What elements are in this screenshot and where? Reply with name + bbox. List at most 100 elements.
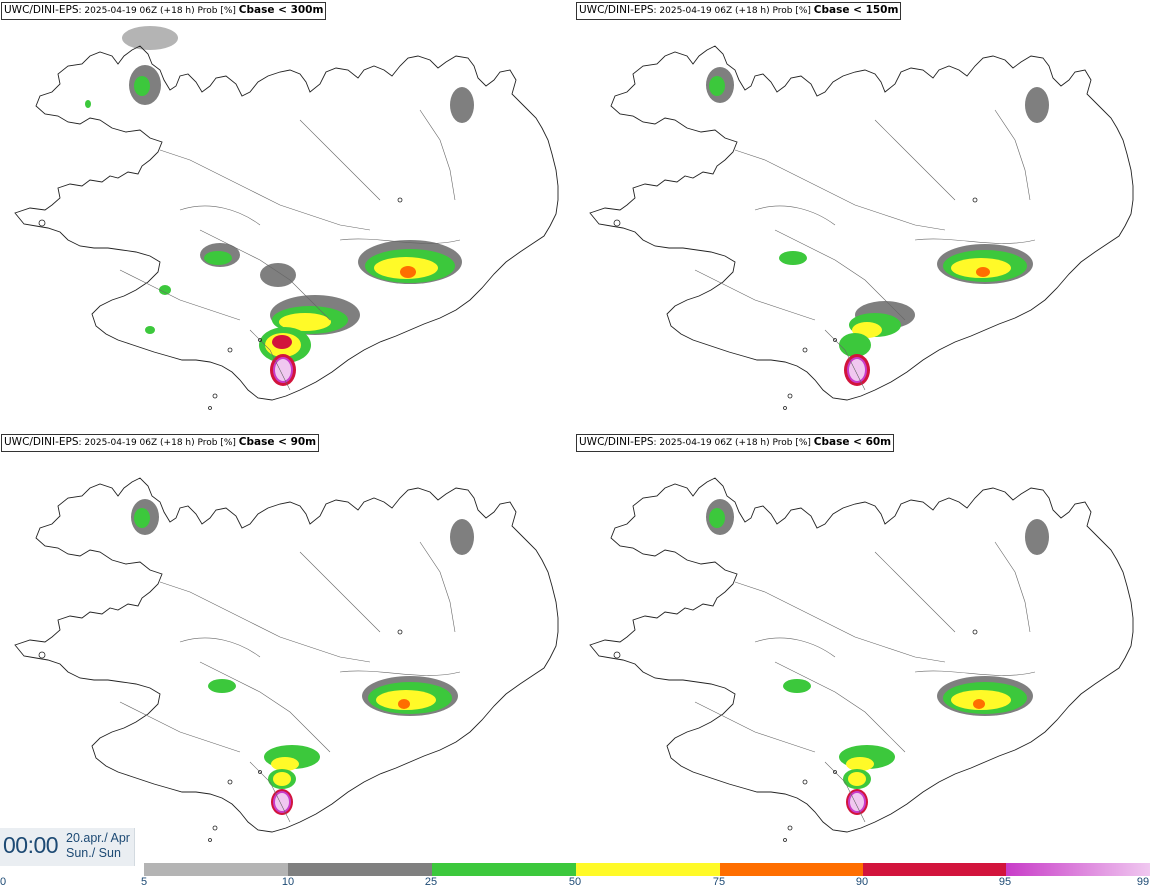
probability-areas [706,499,1049,815]
probability-area [848,772,866,786]
contour-line [774,661,906,753]
probability-area [272,335,292,349]
map-panel-cbase-90m: UWC/DINI-EPS: 2025-04-19 06Z (+18 h) Pro… [0,432,575,864]
legend-colorbar [144,863,1150,876]
valid-date-line1: 20.apr./ Apr [66,831,130,845]
probability-area [1025,87,1049,123]
valid-time: 00:00 [3,832,59,858]
model-name: UWC/DINI-EPS [579,436,654,448]
legend-tick-95: 95 [998,876,1012,888]
probability-area [709,76,725,96]
contour-line [824,761,866,823]
contour-line [734,149,946,231]
contour-line [994,109,1031,201]
contour-line [199,661,331,753]
contour-line [914,670,1036,676]
probability-area [122,26,178,50]
legend-segment-5-10 [144,863,288,876]
small-island [208,406,212,410]
run-info: : 2025-04-19 06Z (+18 h) Prob [%] [78,6,236,16]
contour-line [824,329,866,391]
contour-lines [119,109,461,391]
legend-segment-50-75 [576,863,720,876]
small-island [212,825,218,831]
small-island [258,770,262,774]
probability-area [400,266,416,278]
probability-area [208,679,236,693]
probability-area [976,267,990,277]
panel-title: UWC/DINI-EPS: 2025-04-19 06Z (+18 h) Pro… [576,434,895,452]
small-island [613,651,621,659]
probability-area [973,699,985,709]
contour-line [754,637,836,658]
contour-line [694,701,816,753]
run-info: : 2025-04-19 06Z (+18 h) Prob [%] [653,6,811,16]
iceland-map [589,477,1134,842]
probability-area [271,757,299,771]
contour-line [249,329,291,391]
contour-line [199,229,331,321]
map-panel-cbase-150m: UWC/DINI-EPS: 2025-04-19 06Z (+18 h) Pro… [575,0,1150,432]
model-name: UWC/DINI-EPS [579,4,654,16]
coastline-group [14,45,559,401]
valid-date: 20.apr./ Apr Sun./ Sun [66,831,130,861]
small-island [38,651,46,659]
panel-title: UWC/DINI-EPS: 2025-04-19 06Z (+18 h) Pro… [576,2,902,20]
threshold-label: Cbase < 300m [238,4,324,16]
small-island [397,629,403,635]
iceland-coastline [14,45,559,401]
small-island [227,779,233,785]
small-island [227,347,233,353]
contour-line [339,238,461,244]
probability-area [273,772,291,786]
probability-area [846,757,874,771]
contour-line [774,229,906,321]
probability-area [260,263,296,287]
small-island [397,197,403,203]
probability-area [279,313,331,331]
probability-area [839,333,871,357]
probability-area [134,508,150,528]
probability-area [850,793,864,811]
iceland-map [14,26,559,410]
panel-title: UWC/DINI-EPS: 2025-04-19 06Z (+18 h) Pro… [1,434,320,452]
contour-line [339,670,461,676]
threshold-label: Cbase < 60m [813,436,892,448]
probability-area [204,251,232,265]
legend-segment-95-99 [1006,863,1150,876]
probability-areas [131,499,474,815]
probability-areas [85,26,474,386]
legend-tick-99: 99 [1136,876,1150,888]
probability-area [85,100,91,108]
contour-line [914,238,1036,244]
contour-lines [119,541,461,823]
iceland-map [14,477,559,842]
threshold-label: Cbase < 90m [238,436,317,448]
probability-area [450,87,474,123]
contour-lines [694,541,1036,823]
legend-segment-10-25 [288,863,432,876]
small-island [833,338,837,342]
contour-line [249,761,291,823]
small-island [972,629,978,635]
contour-line [874,551,956,633]
contour-line [299,551,381,633]
contour-line [874,119,956,201]
small-island [258,338,262,342]
small-island [787,393,793,399]
map-panel-cbase-60m: UWC/DINI-EPS: 2025-04-19 06Z (+18 h) Pro… [575,432,1150,864]
valid-date-line2: Sun./ Sun [66,846,121,860]
small-island [783,838,787,842]
small-island [787,825,793,831]
small-island [212,393,218,399]
contour-line [694,269,816,321]
probability-areas [706,67,1049,386]
contour-line [299,119,381,201]
coastline-group [14,477,559,833]
probability-legend: 0 5 10 25 50 75 90 95 99 [0,860,1150,891]
legend-tick-25: 25 [424,876,438,888]
small-island [972,197,978,203]
legend-tick-0: 0 [0,876,7,888]
legend-tick-75: 75 [712,876,726,888]
run-info: : 2025-04-19 06Z (+18 h) Prob [%] [78,438,236,448]
